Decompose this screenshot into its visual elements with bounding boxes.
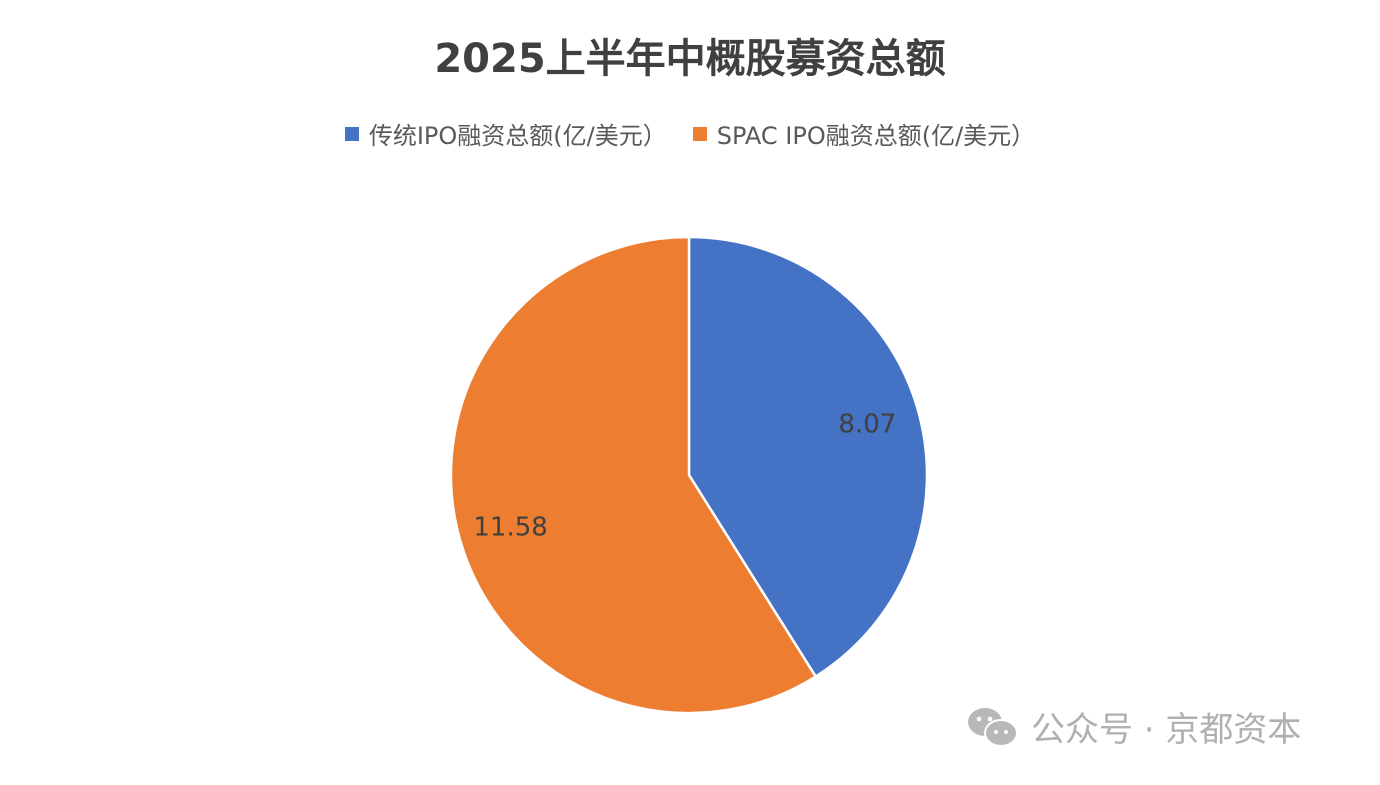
data-label: 11.58 — [473, 512, 547, 542]
pie-slice — [449, 235, 818, 715]
legend-swatch — [344, 126, 359, 141]
legend-label: 传统IPO融资总额(亿/美元） — [368, 122, 667, 150]
legend-swatch — [692, 126, 707, 141]
data-label: 8.07 — [838, 410, 896, 440]
legend-label: SPAC IPO融资总额(亿/美元） — [716, 122, 1036, 150]
legend: 传统IPO融资总额(亿/美元） SPAC IPO融资总额(亿/美元） — [0, 116, 1380, 151]
legend-item-traditional-ipo: 传统IPO融资总额(亿/美元） — [344, 116, 667, 151]
chart-title: 2025上半年中概股募资总额 — [434, 36, 946, 82]
wechat-icon — [968, 707, 1018, 747]
watermark: 公众号 · 京都资本 — [965, 702, 1301, 751]
legend-item-spac-ipo: SPAC IPO融资总额(亿/美元） — [692, 116, 1036, 151]
watermark-text: 公众号 · 京都资本 — [1031, 710, 1302, 750]
pie-slice — [687, 235, 929, 679]
